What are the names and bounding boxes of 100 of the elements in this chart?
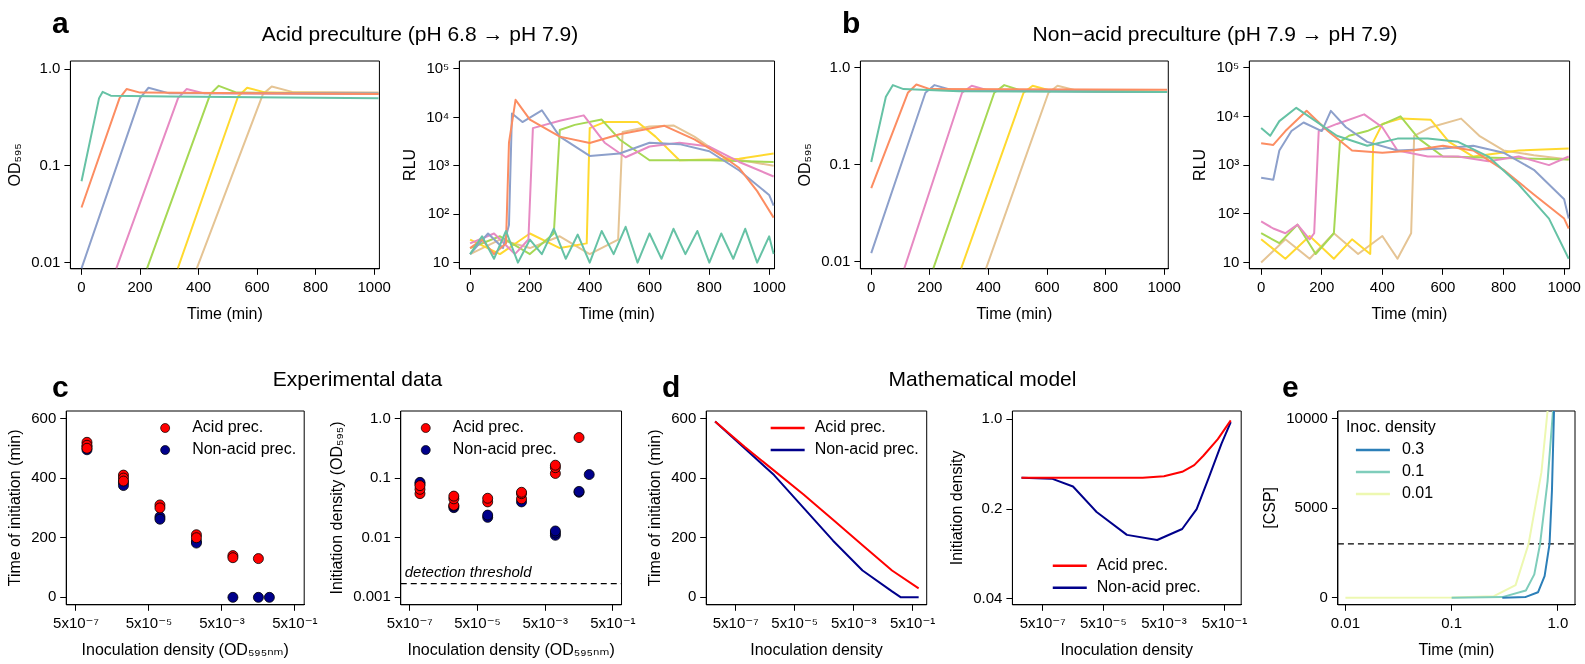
legend-label: Non-acid prec. [192,440,297,458]
x-tick-label: 5x10⁻¹ [272,613,318,631]
y-tick-label: 1.0 [369,408,391,426]
x-tick-label: 1000 [1147,277,1181,295]
x-tick-label: 5x10⁻³ [199,613,245,631]
x-tick-label: 200 [127,277,153,295]
x-tick-label: 800 [696,277,722,295]
x-axis-title: Time (min) [579,304,655,322]
x-tick-label: 5x10⁻³ [522,613,568,631]
x-axis-title: Time (min) [1371,304,1448,322]
y-tick-label: 10000 [1286,408,1328,426]
y-tick-label: 10 [1222,252,1240,270]
x-tick-label: 5x10⁻¹ [889,613,936,631]
x-tick-label: 5x10⁻⁷ [712,613,759,631]
y-tick-label: 600 [31,408,57,426]
x-tick-label: 0 [1256,277,1266,295]
x-tick-label: 800 [1491,277,1517,295]
y-tick-label: 0 [47,587,57,605]
x-tick-label: 1000 [357,277,391,295]
y-tick-label: 400 [671,468,697,486]
y-tick-label: 10² [427,204,450,222]
y-tick-label: 10⁵ [426,59,450,77]
y-tick-label: 200 [671,527,697,545]
y-tick-label: 0.01 [31,252,61,270]
x-tick-label: 800 [1093,277,1119,295]
ref-line-label: detection threshold [404,563,533,581]
legend-label: 0.01 [1401,484,1434,502]
y-tick-label: 10⁴ [426,107,450,125]
x-axis-title: Time (min) [976,304,1053,322]
x-tick-label: 400 [1369,277,1395,295]
text: Non−acid preculture (pH 7.9 → pH 7.9) [1032,22,1398,45]
text: a [52,6,69,39]
y-axis-title: [CSP] [1261,487,1279,529]
x-axis-title: Inoculation density [750,640,883,658]
x-tick-label: 5x10⁻¹ [590,613,636,631]
y-tick-label: 1.0 [39,59,61,77]
x-tick-label: 400 [577,277,603,295]
x-axis-title: Inoculation density (OD₅₉₅ₙₘ) [81,640,289,658]
x-tick-label: 5x10⁻⁵ [1079,613,1127,631]
y-axis-title: Time of initiation (min) [646,429,664,587]
x-tick-label: 1000 [752,277,786,295]
y-tick-label: 200 [31,527,57,545]
x-tick-label: 5x10⁻⁷ [53,613,99,631]
x-tick-label: 5x10⁻⁷ [386,613,433,631]
x-tick-label: 200 [517,277,543,295]
legend-label: Acid prec. [814,418,886,436]
y-tick-label: 0 [1319,587,1328,605]
y-tick-label: 600 [671,408,697,426]
y-tick-label: 10² [1217,203,1240,221]
x-axis-title: Inoculation density (OD₅₉₅ₙₘ) [407,640,615,658]
x-tick-label: 600 [1034,277,1060,295]
x-tick-label: 5x10⁻⁵ [454,613,501,631]
y-tick-label: 400 [31,468,57,486]
y-axis-title: RLU [401,148,419,181]
legend-label: Non-acid prec. [814,440,919,458]
y-axis-title: Initiation density (OD₅₉₅) [328,421,346,595]
x-tick-label: 800 [303,277,329,295]
x-tick-label: 5x10⁻³ [830,613,877,631]
y-tick-label: 0.04 [973,589,1003,607]
legend-label: Non-acid prec. [1096,578,1201,596]
y-tick-label: 10⁵ [1216,57,1240,75]
text: e [1282,370,1299,403]
y-tick-label: 0.001 [353,587,391,605]
x-tick-label: 600 [637,277,663,295]
y-tick-label: 0.1 [369,468,391,486]
y-tick-label: 0 [687,587,697,605]
x-axis-title: Time (min) [186,304,263,322]
x-tick-label: 0 [867,277,876,295]
y-tick-label: 0.2 [981,499,1003,517]
x-axis-title: Time (min) [1418,640,1495,658]
legend-title: Inoc. density [1345,418,1436,436]
text: c [52,370,69,403]
x-tick-label: 1000 [1547,277,1581,295]
x-tick-label: 600 [244,277,270,295]
y-tick-label: 1.0 [829,57,851,75]
legend-label: 0.1 [1401,462,1425,480]
x-tick-label: 600 [1430,277,1456,295]
y-axis-title: RLU [1191,148,1209,181]
x-tick-label: 5x10⁻⁷ [1019,613,1066,631]
legend-label: Acid prec. [1096,556,1168,574]
y-tick-label: 0.1 [39,155,61,173]
x-tick-label: 0.01 [1330,613,1361,631]
y-tick-label: 0.01 [821,251,851,269]
x-tick-label: 0.1 [1441,613,1463,631]
y-tick-label: 10³ [427,155,450,173]
y-axis-title: OD₅₉₅ [796,143,814,187]
x-axis-title: Inoculation density [1060,640,1194,658]
x-tick-label: 5x10⁻⁵ [125,613,173,631]
x-tick-label: 5x10⁻¹ [1201,613,1248,631]
text: d [662,370,681,403]
x-tick-label: 5x10⁻⁵ [771,613,819,631]
text: Mathematical model [887,367,1078,391]
y-axis-title: OD₅₉₅ [6,143,24,187]
y-tick-label: 0.01 [361,527,391,545]
y-axis-title: Time of initiation (min) [6,429,24,587]
x-tick-label: 400 [186,277,212,295]
chart-title: Acid preculture (pH 6.8 → pH 7.9) [261,22,579,45]
x-tick-label: 0 [77,277,86,295]
legend-label: 0.3 [1401,440,1425,458]
text: b [842,6,861,39]
